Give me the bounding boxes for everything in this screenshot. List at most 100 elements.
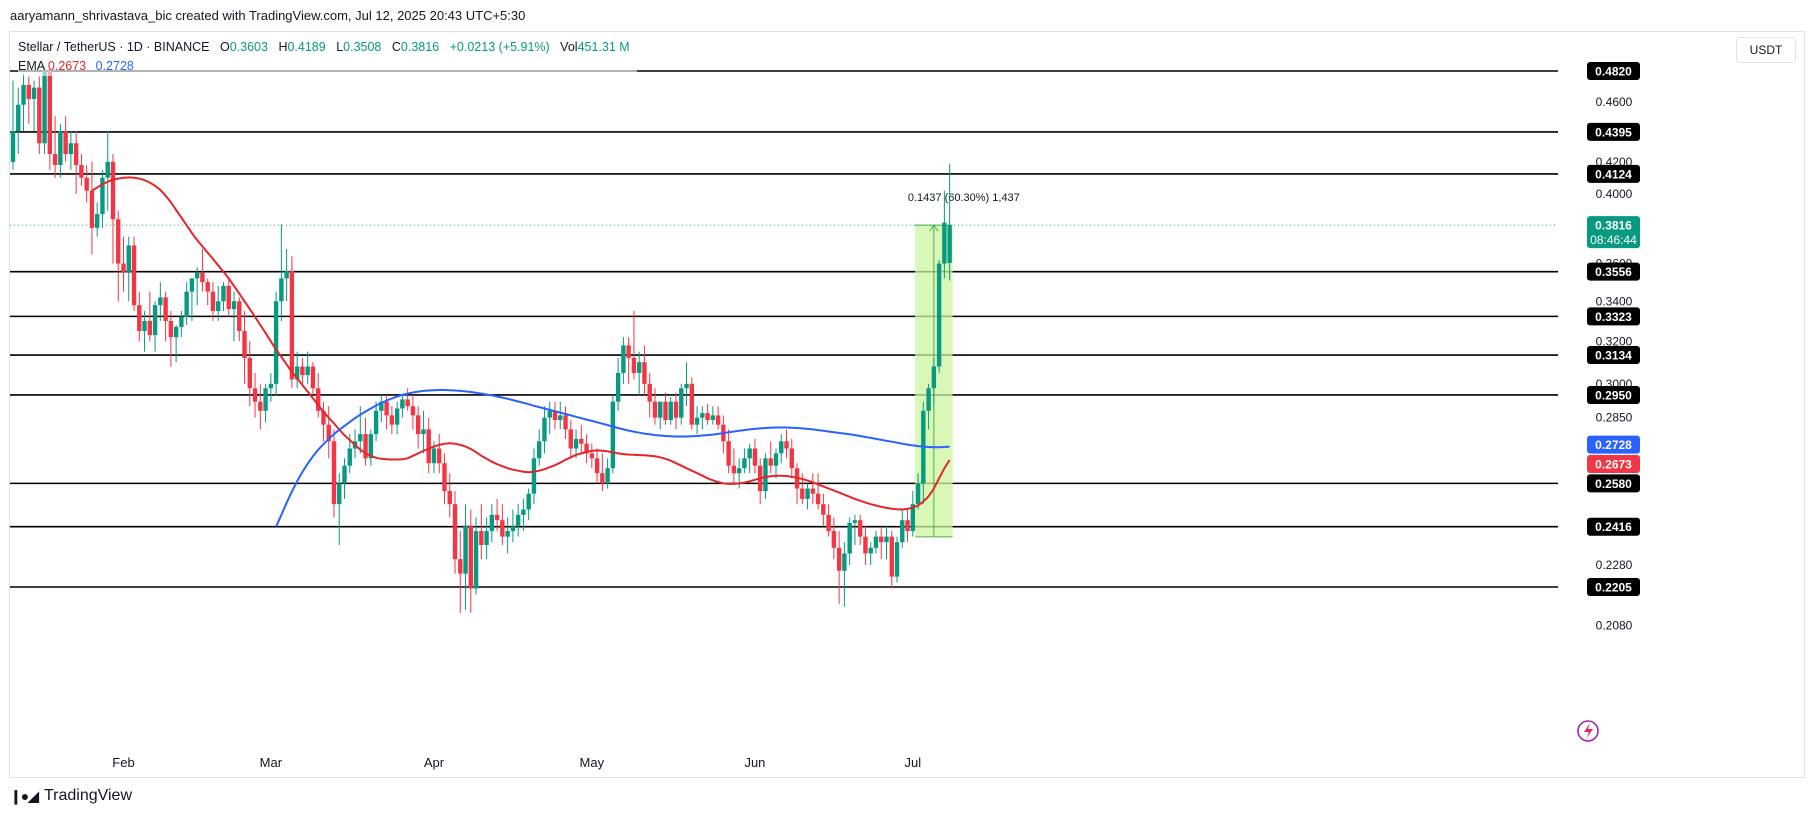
candle-body <box>505 531 510 537</box>
candle-body <box>863 536 868 554</box>
candle-body <box>873 536 879 548</box>
candle-body <box>563 415 568 430</box>
candle-body <box>447 491 452 505</box>
x-axis-label: Apr <box>424 755 445 770</box>
x-axis-label: Mar <box>260 755 283 770</box>
x-axis-label: Feb <box>112 755 134 770</box>
candle-body <box>200 272 205 283</box>
candle-body <box>310 366 316 389</box>
level-price-label: 0.3134 <box>1595 349 1632 363</box>
candle-body <box>184 291 189 317</box>
y-axis-tick-label: 0.4000 <box>1596 187 1633 201</box>
candle-body <box>179 316 184 327</box>
candle-body <box>537 441 542 459</box>
currency-button[interactable]: USDT <box>1736 37 1796 63</box>
current-price-label: 0.3816 <box>1595 219 1632 233</box>
candle-body <box>242 331 247 358</box>
level-price-label-bg <box>1587 164 1640 183</box>
candle-body <box>531 458 537 494</box>
candle-body <box>905 520 910 532</box>
candle-body <box>331 441 337 505</box>
candle-body <box>305 366 310 376</box>
candle-body <box>394 408 400 425</box>
candle-body <box>358 434 363 442</box>
candle-body <box>252 388 258 402</box>
candle-body <box>168 320 174 338</box>
candle-body <box>752 448 758 466</box>
level-price-label: 0.2416 <box>1595 520 1632 534</box>
candle-body <box>936 263 942 367</box>
level-price-label: 0.4395 <box>1595 125 1632 139</box>
level-price-label-bg <box>1587 262 1640 281</box>
candle-body <box>642 362 647 384</box>
candle-body <box>131 245 137 306</box>
candle-body <box>42 71 47 144</box>
candle-body <box>263 388 268 411</box>
candle-body <box>700 413 705 418</box>
candle-body <box>121 263 126 273</box>
candle-body <box>10 131 16 162</box>
candle-body <box>868 547 873 554</box>
y-axis-tick-label: 0.2080 <box>1596 619 1633 633</box>
candle-body <box>768 458 773 466</box>
candle-body <box>684 383 689 389</box>
measurement-arrow-head <box>929 224 939 232</box>
candle-body <box>79 164 84 178</box>
candle-body <box>389 415 395 425</box>
level-price-label: 0.2205 <box>1595 581 1632 595</box>
candle-body <box>857 520 863 537</box>
candle-body <box>600 473 605 484</box>
candle-body <box>831 531 837 548</box>
candle-body <box>573 438 579 449</box>
symbol-label[interactable]: Stellar / TetherUS · 1D · BINANCE <box>18 40 210 54</box>
candle-body <box>489 514 495 532</box>
candle-body <box>610 401 616 469</box>
candle-body <box>658 401 663 418</box>
level-price-label-bg <box>1587 122 1640 141</box>
candle-body <box>94 214 100 228</box>
candle-body <box>947 225 952 264</box>
candle-body <box>842 553 847 571</box>
candle-body <box>463 525 468 574</box>
ema-fast-value: 0.2673 <box>47 59 87 73</box>
tradingview-logo[interactable]: ❙●◢ TradingView <box>10 787 132 805</box>
candle-body <box>815 493 821 505</box>
candle-body <box>926 388 931 411</box>
measurement-label: 0.1437 (60.30%) 1,437 <box>908 192 1020 204</box>
current-price-label-bg <box>1587 216 1640 249</box>
level-price-label: 0.2580 <box>1595 477 1632 491</box>
tradingview-logo-label: TradingView <box>43 787 132 804</box>
candle-body <box>379 401 384 411</box>
candle-body <box>373 410 379 435</box>
candle-body <box>410 406 416 416</box>
chart-legend: Stellar / TetherUS · 1D · BINANCE O0.360… <box>18 38 637 76</box>
level-price-label-bg <box>1587 578 1640 596</box>
candle-body <box>479 531 484 545</box>
level-price-label: 0.3323 <box>1595 310 1632 324</box>
candle-body <box>810 488 816 494</box>
candle-body <box>821 504 826 515</box>
candle-body <box>736 468 742 474</box>
tradingview-logo-icon: ❙●◢ <box>10 787 39 804</box>
candle-body <box>226 285 231 310</box>
candle-body <box>915 483 921 505</box>
candle-body <box>426 429 431 464</box>
candle-body <box>26 84 31 99</box>
candle-body <box>16 104 21 132</box>
candle-body <box>515 514 521 526</box>
level-price-label-bg <box>1587 517 1640 536</box>
ema-label[interactable]: EMA <box>18 59 45 73</box>
candle-body <box>173 326 179 338</box>
candle-body <box>526 493 531 510</box>
candle-body <box>742 458 747 469</box>
candle-body <box>205 282 210 292</box>
candle-body <box>731 465 737 474</box>
candle-body <box>800 488 805 499</box>
x-axis-label: Jun <box>744 755 765 770</box>
candle-body <box>500 520 505 537</box>
x-axis-label: Jul <box>904 755 921 770</box>
candle-body <box>789 448 794 469</box>
candle-body <box>547 410 552 418</box>
candle-body <box>421 429 426 435</box>
